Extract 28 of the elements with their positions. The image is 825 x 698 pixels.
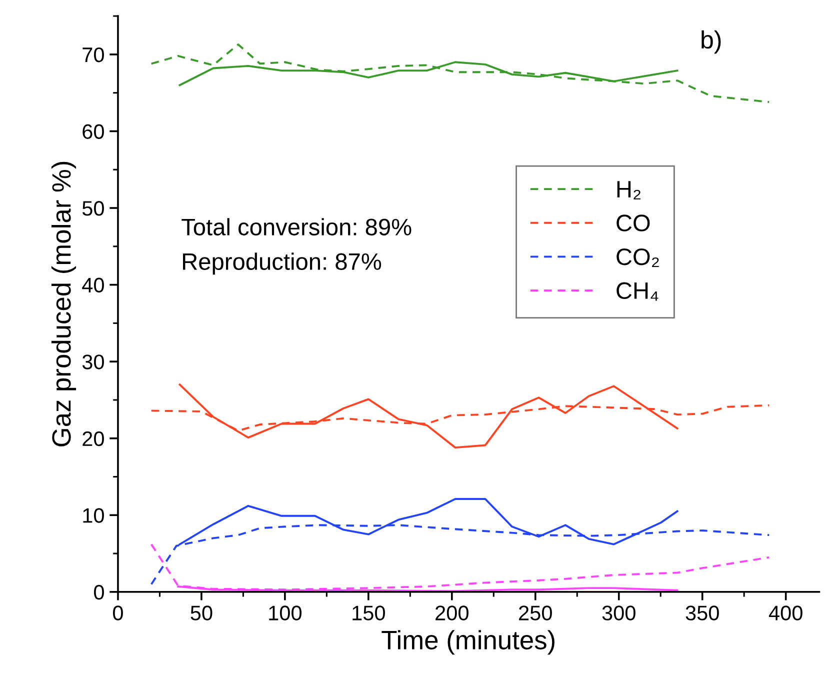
annotation: Reproduction: 87%	[183, 252, 382, 275]
y-axis-title: Gaz produced (molar %)	[51, 162, 76, 446]
x-tick-label: 200	[436, 606, 468, 620]
x-tick-label: 150	[352, 606, 385, 620]
x-tick-label: 350	[686, 606, 719, 620]
legend-label: CH₄	[616, 282, 658, 301]
x-axis-title: Time (minutes)	[382, 630, 554, 655]
legend-label: H₂	[617, 181, 640, 200]
line-series	[150, 543, 770, 591]
x-tick-label: 100	[269, 606, 302, 620]
y-tick-label: 60	[82, 124, 104, 139]
y-tick-label: 0	[94, 584, 104, 600]
x-tick-label: 250	[519, 606, 552, 620]
x-tick-label: 0	[112, 606, 123, 620]
x-tick-label: 400	[768, 606, 802, 620]
legend-label: CO₂	[616, 248, 659, 267]
y-tick-label: 40	[82, 278, 104, 293]
annotation: Total conversion: 89%	[182, 218, 412, 236]
y-tick-label: 10	[83, 508, 104, 523]
annotation: b)	[702, 30, 721, 54]
x-tick-label: 50	[190, 606, 212, 620]
y-tick-label: 20	[82, 431, 104, 446]
y-tick-label: 50	[82, 201, 104, 216]
legend-label: CO	[616, 214, 650, 232]
y-tick-label: 30	[82, 354, 104, 370]
line-series	[178, 61, 678, 86]
y-tick-label: 70	[82, 47, 104, 62]
x-tick-label: 300	[602, 606, 636, 620]
